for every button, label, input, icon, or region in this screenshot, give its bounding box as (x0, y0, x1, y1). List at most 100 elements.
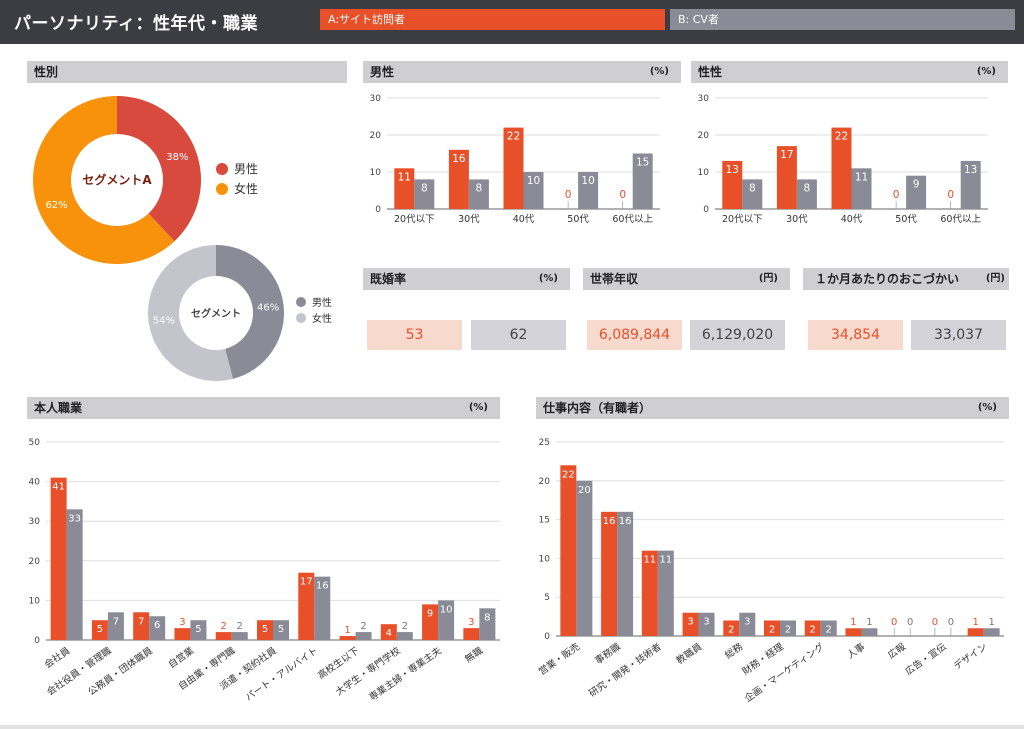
occupation-title: 本人職業 (34, 401, 83, 415)
occupation-label-s1-3: 5 (195, 624, 201, 635)
female-age-ytick-1: 10 (698, 168, 710, 178)
occupation-xtick-10: 無職 (463, 644, 486, 665)
occupation-bar-s0-2 (133, 612, 150, 640)
legend-segment-b: B: CV者 (670, 9, 1015, 30)
job-label-s1-6: 2 (826, 624, 832, 635)
marriage-title: 既婚率 (370, 272, 407, 286)
allowance-section-header: １か月あたりのおこづかい (円) (803, 268, 1009, 290)
male-age-xtick-0: 20代以下 (394, 214, 435, 225)
job-label-s1-8: 0 (907, 617, 913, 628)
marriage-unit: (%) (538, 273, 558, 284)
job-ytick-4: 20 (539, 477, 551, 487)
female-age-label-s0-1: 17 (780, 149, 793, 161)
female-age-xtick-1: 30代 (786, 214, 808, 225)
occupation-label-s0-0: 41 (52, 482, 65, 493)
income-section-header: 世帯年収 (円) (583, 268, 790, 290)
female-age-xtick-0: 20代以下 (722, 214, 763, 225)
job-bar-s1-0 (576, 480, 593, 636)
donut-b-legend-swatch-1 (296, 313, 306, 323)
job-label-s0-8: 0 (891, 617, 897, 628)
occupation-label-s0-9: 9 (427, 608, 433, 619)
male-unit: (%) (649, 66, 669, 77)
job-label-s0-7: 1 (850, 617, 856, 628)
occupation-label-s1-8: 2 (402, 621, 408, 632)
female-age-label-s1-3: 9 (913, 179, 920, 191)
donut-a-slice-1 (33, 96, 175, 264)
bottom-divider (0, 725, 1024, 729)
allowance-title: １か月あたりのおこづかい (815, 272, 960, 286)
job-ytick-0: 0 (544, 632, 550, 642)
occupation-label-s1-1: 7 (113, 616, 119, 627)
occupation-unit: (%) (468, 402, 488, 413)
donut-b-slice-label-1: 54% (153, 316, 175, 327)
occupation-label-s1-5: 5 (278, 624, 284, 635)
occupation-bar-s0-4 (215, 632, 232, 640)
female-age-xtick-3: 50代 (895, 214, 917, 225)
occupation-xtick-3: 自営業 (166, 644, 197, 670)
occupation-label-s0-3: 3 (179, 617, 185, 628)
occupation-bar-s0-8 (380, 624, 397, 640)
occupation-bar-s0-1 (91, 620, 108, 640)
male-age-label-s1-1: 8 (476, 182, 483, 194)
female-age-bar-s1-4 (960, 160, 981, 209)
female-age-bar-s1-1 (796, 179, 817, 209)
occupation-bar-s1-9 (438, 600, 455, 640)
female-age-xtick-4: 60代以上 (940, 214, 981, 225)
job-label-s0-3: 3 (687, 617, 693, 628)
allowance-unit: (円) (985, 273, 1005, 284)
female-age-label-s0-4: 0 (947, 189, 954, 201)
donut-b-legend-label-1: 女性 (312, 312, 332, 325)
occupation-label-s1-10: 8 (484, 612, 490, 623)
female-age-label-s1-0: 8 (749, 182, 756, 194)
job-bar-s1-2 (657, 550, 674, 636)
occupation-bar-s1-1 (107, 612, 124, 640)
female-age-label-s0-2: 22 (835, 131, 848, 143)
occupation-label-s0-4: 2 (221, 621, 227, 632)
female-age-ytick-3: 30 (698, 94, 710, 104)
female-age-label-s1-1: 8 (804, 182, 811, 194)
donut-a-slice-0 (117, 96, 202, 242)
job-label-s0-9: 0 (932, 617, 938, 628)
male-age-bar-s1-2 (523, 172, 544, 209)
occupation-bar-s0-10 (463, 628, 480, 640)
female-age-bar-s0-2 (831, 127, 852, 209)
male-age-xtick-4: 60代以上 (612, 214, 653, 225)
job-label-s1-3: 3 (703, 617, 709, 628)
job-xtick-7: 人事 (845, 640, 868, 661)
occupation-bar-s1-4 (231, 632, 248, 640)
male-age-label-s0-4: 0 (619, 189, 626, 201)
job-label-s0-0: 22 (562, 469, 575, 480)
male-age-bar-s1-4 (632, 153, 653, 209)
marriage-value-a: 53 (367, 320, 462, 350)
job-bar-s1-3 (698, 612, 715, 636)
donut-b-slice-0 (216, 245, 284, 379)
occupation-ytick-4: 40 (29, 478, 41, 488)
male-age-bar-s0-1 (448, 149, 469, 209)
occupation-section-header: 本人職業 (%) (27, 397, 500, 419)
male-age-bar-s0-0 (394, 168, 415, 209)
donut-b-legend-label-0: 男性 (312, 296, 332, 309)
male-title: 男性 (370, 65, 395, 79)
occupation-bar-s0-7 (339, 636, 356, 640)
job-unit: (%) (977, 402, 997, 413)
job-label-s1-0: 20 (578, 485, 591, 496)
income-value-b: 6,129,020 (690, 320, 785, 350)
occupation-bar-s1-10 (479, 608, 496, 640)
male-age-label-s0-3: 0 (565, 189, 572, 201)
occupation-bar-s1-6 (314, 576, 331, 640)
donut-b-slice-1 (147, 245, 233, 381)
occupation-ytick-0: 0 (34, 636, 40, 646)
occupation-label-s1-9: 10 (440, 604, 453, 615)
female-title: 性性 (698, 65, 723, 79)
occupation-bar-s0-5 (257, 620, 273, 640)
job-xtick-0: 営業・販売 (536, 641, 582, 678)
donut-b-slice-label-0: 46% (257, 302, 279, 313)
male-age-xtick-1: 30代 (458, 214, 480, 225)
donut-a-center-label: セグメントA (82, 172, 152, 187)
occupation-ytick-3: 30 (29, 517, 41, 527)
job-title: 仕事内容（有職者） (543, 401, 652, 415)
occupation-bar-s0-3 (174, 628, 191, 640)
male-age-label-s1-0: 8 (421, 182, 428, 194)
